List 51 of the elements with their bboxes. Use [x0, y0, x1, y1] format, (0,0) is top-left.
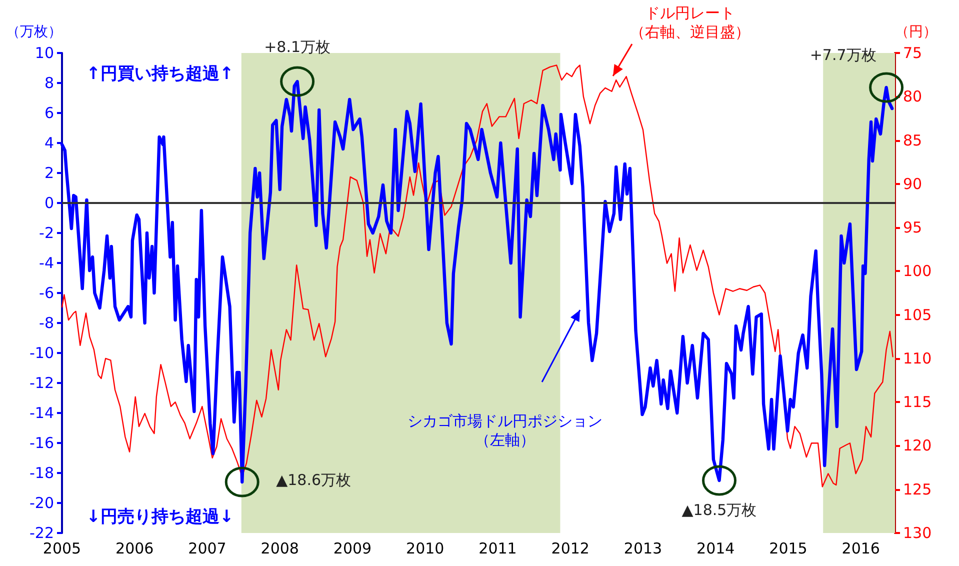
y2-tick-label: 115 [903, 393, 932, 412]
y2-tick-label: 85 [903, 131, 922, 150]
y-tick-label: 2 [44, 164, 54, 182]
x-tick-label: 2011 [478, 540, 517, 558]
y-tick-label: -22 [30, 524, 54, 542]
y2-tick-label: 90 [903, 174, 922, 193]
y-tick-label: -12 [30, 374, 54, 392]
y2-tick-label: 110 [903, 349, 932, 368]
annotation: ↓円売り持ち超過↓ [86, 506, 234, 528]
text: ドル円レート（右軸、逆目盛） [630, 4, 750, 42]
y-tick-label: -20 [30, 494, 54, 512]
y-tick-label: 4 [44, 134, 54, 152]
x-tick-label: 2009 [333, 540, 372, 558]
y2-tick-label: 105 [903, 306, 932, 324]
x-tick-label: 2007 [188, 540, 226, 558]
y-tick-label: -16 [30, 434, 54, 452]
x-tick-label: 2015 [769, 540, 808, 558]
y2-tick-label: 75 [903, 44, 922, 62]
x-tick-label: 2005 [42, 540, 82, 558]
annotation: +7.7万枚 [810, 46, 876, 64]
y-tick-label: -14 [30, 404, 54, 422]
y2-tick-label: 80 [903, 88, 922, 106]
y-tick-label: 0 [44, 194, 54, 212]
x-tick-label: 2008 [260, 540, 299, 558]
annotation: ▲18.6万枚 [276, 471, 352, 490]
text: シカゴ市場ドル円ポジション（左軸） [408, 412, 602, 450]
y-tick-label: -10 [30, 344, 54, 362]
y-tick-label: -6 [39, 284, 54, 302]
annotation: ▲18.5万枚 [682, 500, 757, 520]
x-tick-label: 2012 [551, 540, 590, 558]
y-tick-label: 10 [34, 44, 54, 62]
y-tick-label: -4 [39, 254, 54, 272]
x-tick-label: 2016 [842, 540, 880, 558]
y2-tick-label: 130 [903, 524, 932, 542]
y-tick-label: -2 [39, 224, 54, 242]
y2-tick-label: 125 [903, 480, 932, 498]
x-tick-label: 2014 [696, 540, 735, 558]
annotation: +8.1万枚 [264, 38, 331, 56]
y2-tick-label: 100 [903, 262, 932, 280]
y2-tick-label: 95 [903, 218, 922, 237]
y2-axis-title: （円） [895, 24, 937, 40]
y-axis-title: （万枚） [6, 24, 62, 40]
x-tick-label: 2013 [624, 540, 662, 558]
x-tick-label: 2010 [406, 540, 444, 558]
y2-tick-label: 120 [903, 436, 932, 455]
y-tick-label: -8 [39, 314, 54, 332]
annotation: ↑円買い持ち超過↑ [86, 63, 234, 85]
y-tick-label: 6 [44, 104, 54, 122]
x-tick-label: 2006 [116, 540, 154, 558]
y-tick-label: -18 [30, 464, 54, 482]
y-tick-label: 8 [44, 74, 54, 92]
